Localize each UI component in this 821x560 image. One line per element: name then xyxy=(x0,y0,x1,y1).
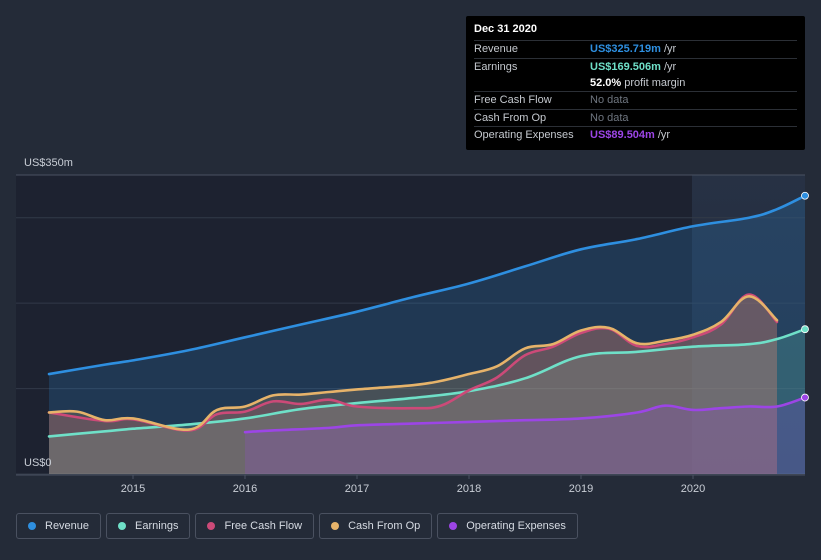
tooltip-profit-margin: 52.0% profit margin xyxy=(474,75,797,91)
legend-item-earnings[interactable]: Earnings xyxy=(106,513,191,539)
legend-dot-icon xyxy=(28,522,36,530)
tooltip-row-value: US$325.719m xyxy=(590,43,661,56)
operating-expenses-end-point xyxy=(801,393,809,402)
legend: Revenue Earnings Free Cash Flow Cash From O… xyxy=(16,513,578,539)
legend-item-revenue[interactable]: Revenue xyxy=(16,513,102,539)
tooltip-row-free-cash-flow: Free Cash Flow No data xyxy=(474,91,797,109)
tooltip-row-revenue: Revenue US$325.719m/yr xyxy=(474,40,797,58)
cash-from-op-line xyxy=(47,295,779,431)
legend-label: Earnings xyxy=(135,520,179,532)
tooltip-date: Dec 31 2020 xyxy=(474,23,537,35)
x-tick-label: 2016 xyxy=(233,483,257,495)
tooltip-row-label: Operating Expenses xyxy=(474,129,574,142)
x-tick-label: 2017 xyxy=(345,483,369,495)
cash-from-op-area xyxy=(49,296,777,474)
legend-label: Free Cash Flow xyxy=(224,520,303,532)
x-tick-label: 2018 xyxy=(457,483,481,495)
operating-expenses-line xyxy=(243,396,807,434)
legend-dot-icon xyxy=(118,522,127,530)
earnings-end-point xyxy=(801,325,809,334)
revenue-area xyxy=(49,195,805,474)
tooltip-row-value: No data xyxy=(590,111,629,124)
legend-item-operating-expenses[interactable]: Operating Expenses xyxy=(437,513,578,539)
y-axis-min-label: US$0 xyxy=(24,457,52,469)
free-cash-flow-line xyxy=(47,293,779,432)
legend-dot-icon xyxy=(331,522,340,530)
revenue-line xyxy=(47,194,807,376)
legend-item-cash-from-op[interactable]: Cash From Op xyxy=(319,513,433,539)
tooltip-row-earnings: Earnings US$169.506m/yr xyxy=(474,57,797,76)
tooltip-row-cash-from-op: Cash From Op No data xyxy=(474,108,797,127)
legend-label: Revenue xyxy=(45,520,90,532)
tooltip-row-label: Free Cash Flow xyxy=(474,94,552,107)
tooltip-row-value: US$89.504m xyxy=(590,129,655,142)
tooltip-row-unit: /yr xyxy=(657,129,671,142)
profit-margin-label: profit margin xyxy=(624,77,686,89)
profit-margin-value: 52.0% xyxy=(590,77,622,89)
tooltip-row-label: Earnings xyxy=(474,60,518,73)
tooltip-row-unit: /yr xyxy=(663,43,677,56)
legend-label: Operating Expenses xyxy=(466,520,566,532)
free-cash-flow-area xyxy=(49,294,777,474)
x-tick-label: 2019 xyxy=(569,483,593,495)
tooltip-row-value: US$169.506m xyxy=(590,60,661,73)
tooltip-row-unit: /yr xyxy=(663,60,677,73)
tooltip-row-label: Revenue xyxy=(474,43,519,56)
legend-dot-icon xyxy=(449,522,458,530)
earnings-line xyxy=(47,327,807,438)
plot-background xyxy=(16,175,805,475)
tooltip-row-label: Cash From Op xyxy=(474,111,547,124)
x-tick-label: 2020 xyxy=(681,483,705,495)
legend-item-free-cash-flow[interactable]: Free Cash Flow xyxy=(195,513,315,539)
y-axis-max-label: US$350m xyxy=(24,157,73,169)
highlight-band xyxy=(692,175,805,475)
operating-expenses-area xyxy=(245,397,805,474)
legend-dot-icon xyxy=(207,522,216,530)
tooltip-row-operating-expenses: Operating Expenses US$89.504m/yr xyxy=(474,126,797,144)
x-tick-label: 2015 xyxy=(121,483,145,495)
tooltip: Dec 31 2020 Revenue US$325.719m/yr Earning… xyxy=(466,16,805,150)
tooltip-row-value: No data xyxy=(590,94,629,107)
earnings-area xyxy=(49,329,805,474)
revenue-end-point xyxy=(801,191,809,200)
legend-label: Cash From Op xyxy=(348,520,421,532)
